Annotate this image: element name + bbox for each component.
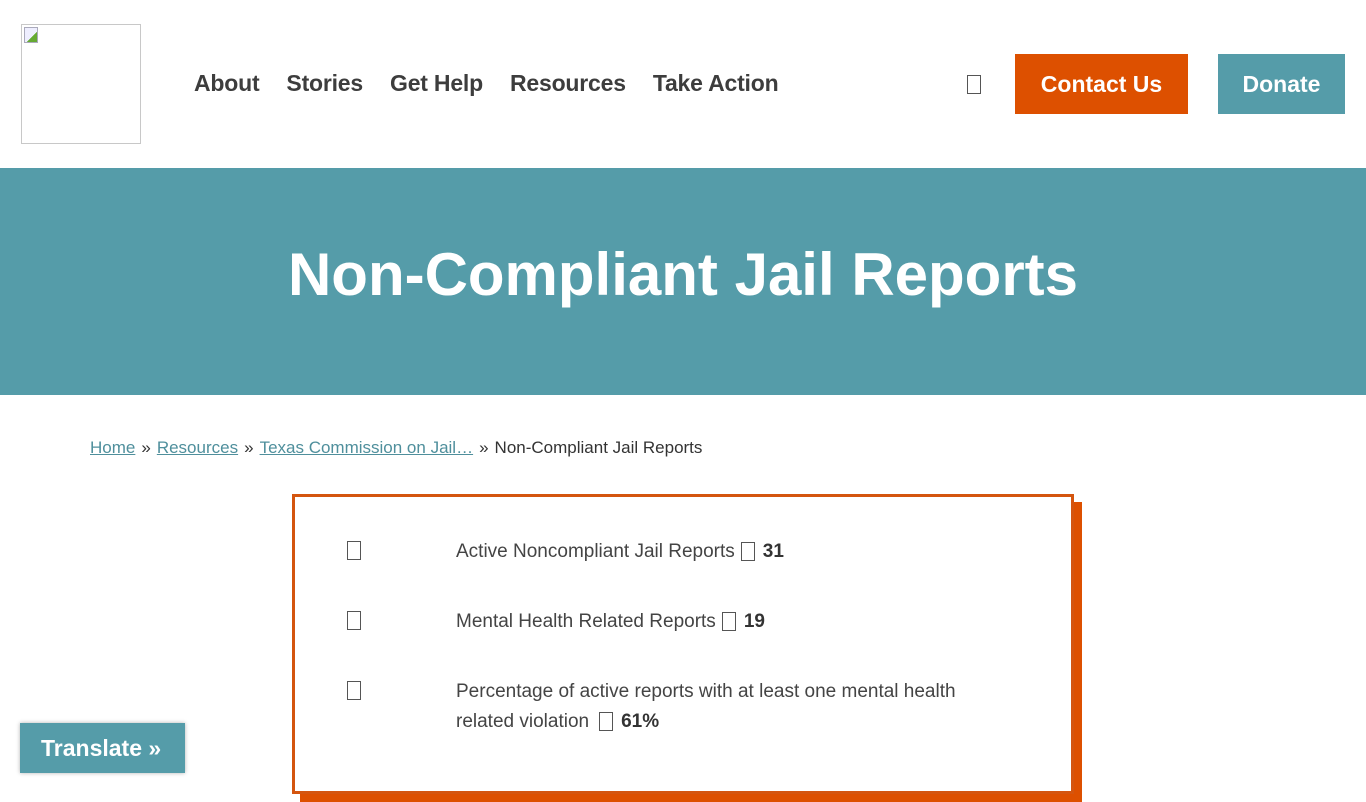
main-nav: About Stories Get Help Resources Take Ac…: [194, 70, 779, 97]
breadcrumb-separator: »: [244, 438, 254, 457]
stat-value: 31: [762, 541, 784, 562]
stat-label: Mental Health Related Reports: [456, 611, 716, 632]
contact-us-button[interactable]: Contact Us: [1015, 54, 1188, 114]
breadcrumb: Home » Resources » Texas Commission on Jail……: [90, 438, 702, 458]
stat-icon: [740, 542, 755, 562]
stat-icon: [599, 712, 614, 732]
stat-icon: [347, 541, 361, 560]
hero-banner: Non-Compliant Jail Reports: [0, 168, 1366, 395]
stat-value: 19: [743, 611, 765, 632]
stat-value: 61%: [621, 711, 660, 732]
breadcrumb-current: Non-Compliant Jail Reports: [494, 438, 703, 457]
site-logo[interactable]: [21, 24, 141, 144]
breadcrumb-separator: »: [141, 438, 151, 457]
translate-button[interactable]: Translate »: [20, 723, 185, 773]
nav-resources[interactable]: Resources: [509, 70, 626, 96]
breadcrumb-commission[interactable]: Texas Commission on Jail…: [259, 438, 474, 457]
breadcrumb-resources[interactable]: Resources: [156, 438, 239, 457]
donate-button[interactable]: Donate: [1218, 54, 1345, 114]
stats-card: Active Noncompliant Jail Reports 31 Menta…: [292, 494, 1074, 794]
nav-get-help[interactable]: Get Help: [390, 70, 483, 96]
page-title: Non-Compliant Jail Reports: [287, 241, 1079, 308]
stat-icon: [721, 612, 736, 632]
breadcrumb-home[interactable]: Home: [90, 438, 136, 457]
nav-stories[interactable]: Stories: [286, 70, 363, 96]
stat-label: Percentage of active reports with at lea…: [456, 681, 956, 732]
stat-icon: [347, 611, 361, 630]
broken-image-icon: [24, 27, 38, 43]
breadcrumb-separator: »: [479, 438, 489, 457]
nav-take-action[interactable]: Take Action: [652, 70, 779, 96]
nav-about[interactable]: About: [194, 70, 260, 96]
stat-icon: [347, 681, 361, 700]
stat-label: Active Noncompliant Jail Reports: [456, 541, 735, 562]
search-icon[interactable]: [967, 75, 981, 94]
